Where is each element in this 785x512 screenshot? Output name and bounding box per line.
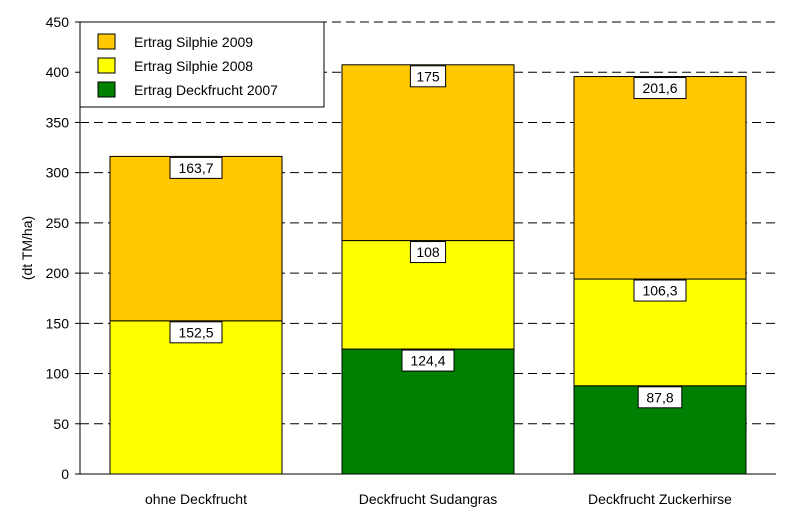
data-label: 108: [416, 244, 440, 260]
y-tick-label: 350: [46, 114, 70, 130]
bar-segment: [341, 64, 515, 242]
x-tick-label: Deckfrucht Zuckerhirse: [588, 491, 732, 507]
x-tick-label: Deckfrucht Sudangras: [359, 491, 498, 507]
data-label: 87,8: [646, 389, 673, 405]
legend-label: Ertrag Silphie 2008: [134, 58, 253, 74]
x-tick-label: ohne Deckfrucht: [145, 491, 247, 507]
y-tick-label: 250: [46, 215, 70, 231]
data-label: 152,5: [178, 324, 213, 340]
bars: [109, 64, 747, 475]
legend-swatch: [97, 81, 116, 98]
legend-box: [79, 21, 325, 108]
y-tick-label: 0: [61, 466, 69, 482]
legend-label: Ertrag Silphie 2009: [134, 34, 253, 50]
legend-swatch: [97, 57, 116, 74]
data-label-box: [169, 156, 223, 179]
legend: Ertrag Silphie 2009 Ertrag Silphie 2008 Er…: [79, 21, 325, 108]
legend-label: Ertrag Deckfrucht 2007: [134, 82, 278, 98]
y-tick-label: 400: [46, 64, 70, 80]
data-label-box: [633, 279, 687, 302]
data-label-box: [633, 77, 687, 100]
y-tick-label: 150: [46, 315, 70, 331]
y-ticks: 0 50 100 150 200 250 300 350 400 450: [46, 14, 80, 482]
bar-segment: [109, 320, 283, 475]
legend-swatch: [97, 33, 116, 50]
data-label-box: [637, 386, 683, 409]
data-label: 163,7: [178, 160, 213, 176]
y-tick-label: 100: [46, 366, 70, 382]
y-tick-label: 450: [46, 14, 70, 30]
data-label-box: [409, 241, 447, 264]
y-tick-label: 300: [46, 165, 70, 181]
y-tick-label: 200: [46, 265, 70, 281]
data-label: 106,3: [642, 283, 677, 299]
x-tick-labels: ohne Deckfrucht Deckfrucht Sudangras Deckf…: [145, 491, 732, 507]
data-label-box: [409, 65, 447, 88]
y-axis-label: (dt TM/ha): [19, 216, 35, 280]
data-label: 201,6: [642, 80, 677, 96]
data-label: 175: [416, 68, 440, 84]
data-labels: 152,5 163,7 124,4 108 175 87,8 106,3 201,6: [169, 65, 687, 409]
bar-segment: [573, 76, 747, 280]
y-tick-label: 50: [53, 416, 69, 432]
bar-segment: [109, 155, 283, 322]
data-label: 124,4: [410, 353, 445, 369]
data-label-box: [169, 321, 223, 344]
data-label-box: [401, 349, 455, 372]
